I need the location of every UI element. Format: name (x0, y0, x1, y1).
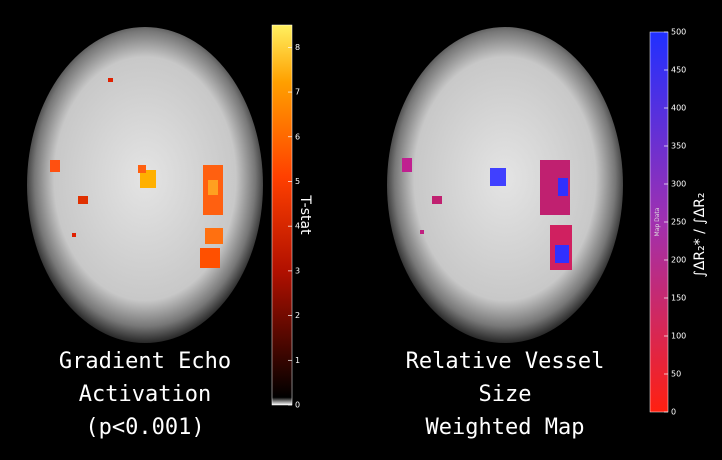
colorbar-left (272, 25, 292, 405)
brain-right (387, 27, 623, 343)
tick-label: 150 (671, 294, 686, 303)
tick-label: 0 (295, 401, 300, 410)
tick-label: 300 (671, 180, 686, 189)
tick-label: 500 (671, 28, 686, 37)
tick-label: 450 (671, 66, 686, 75)
tick-label: 5 (295, 177, 300, 186)
tick-label: 2 (295, 311, 300, 320)
caption-line: Relative Vessel (406, 349, 605, 374)
caption-line: Gradient Echo (59, 349, 231, 374)
tick-label: 8 (295, 43, 300, 52)
caption-line: (p<0.001) (85, 415, 204, 440)
caption-line: Activation (79, 382, 211, 407)
tick-label: 6 (295, 132, 300, 141)
colorbar-note: Map Data (654, 207, 661, 236)
tick-label: 7 (295, 88, 300, 97)
tick-label: 3 (295, 266, 300, 275)
caption-line: Size (479, 382, 532, 407)
tick-label: 100 (671, 332, 686, 341)
caption-line: Weighted Map (426, 415, 585, 440)
colorbar-label: ∫ΔR₂* / ∫ΔR₂ (692, 192, 708, 277)
figure: Gradient EchoActivation(p<0.001)01234567… (0, 0, 722, 460)
tick-label: 350 (671, 142, 686, 151)
colorbar-label: T-stat (297, 194, 313, 235)
tick-label: 1 (295, 356, 300, 365)
tick-label: 250 (671, 218, 686, 227)
tick-label: 200 (671, 256, 686, 265)
tick-label: 50 (671, 370, 681, 379)
tick-label: 400 (671, 104, 686, 113)
tick-label: 0 (671, 408, 676, 417)
brain-left (27, 27, 263, 343)
